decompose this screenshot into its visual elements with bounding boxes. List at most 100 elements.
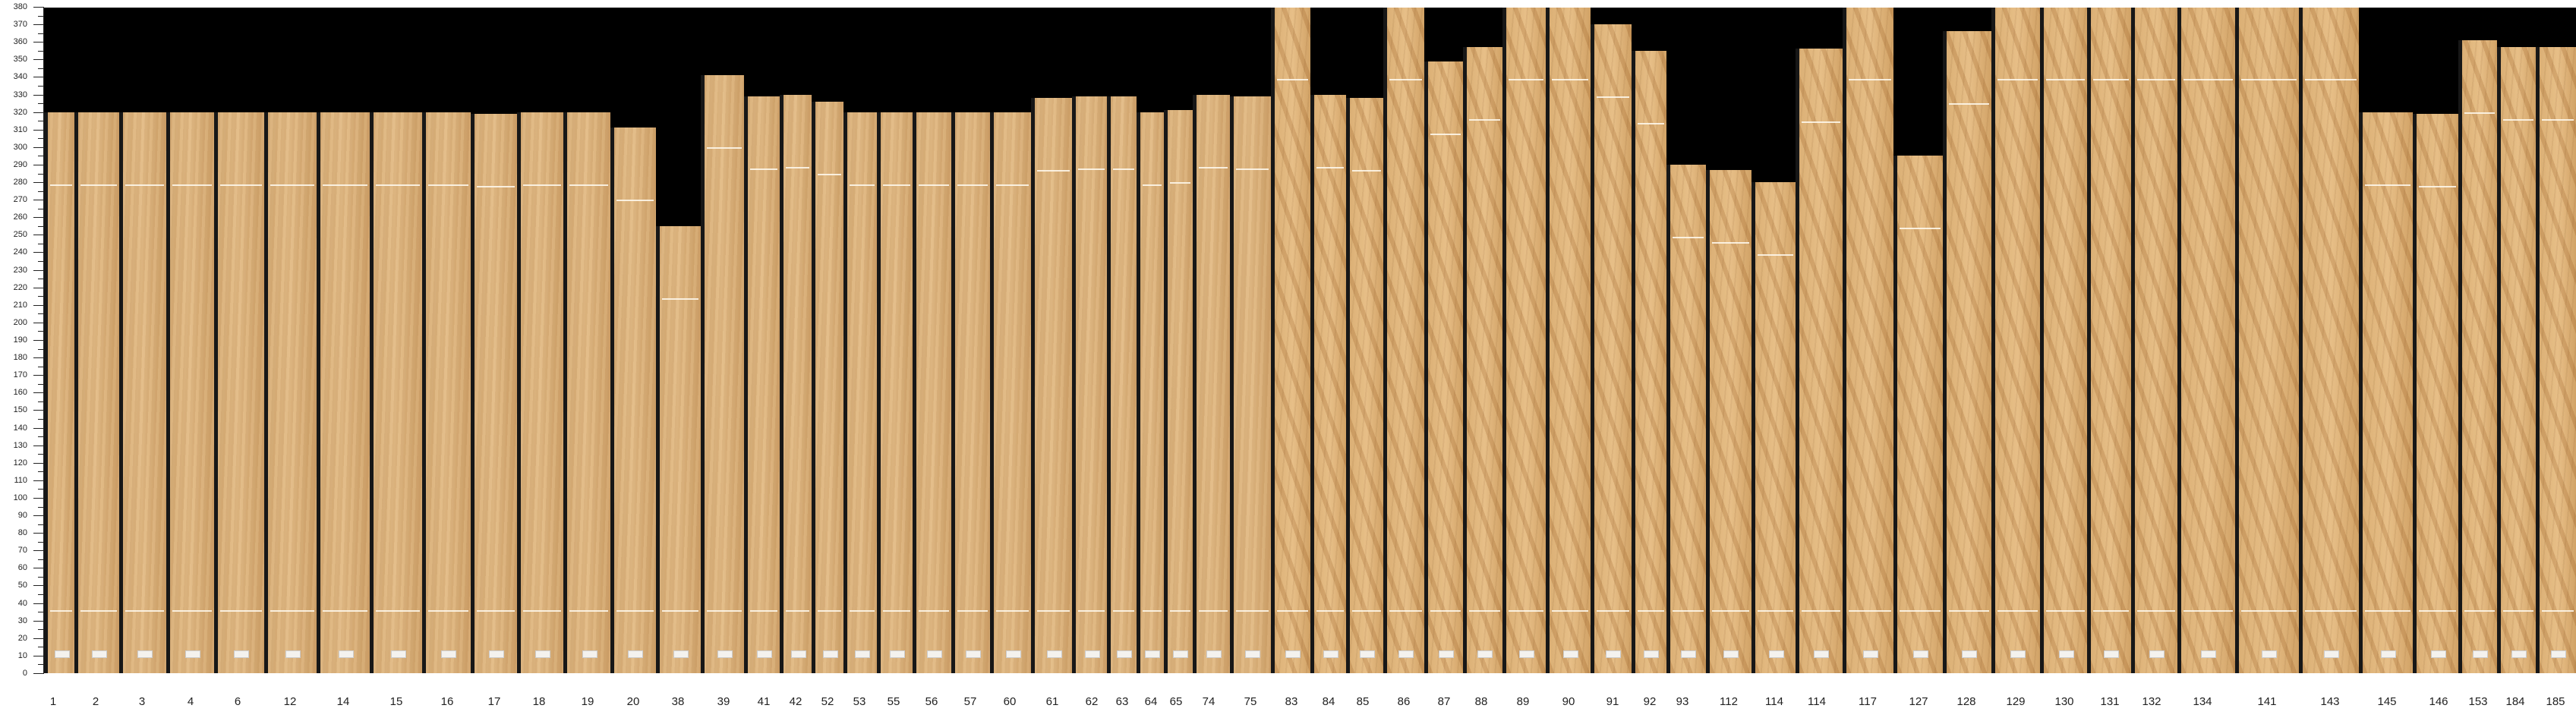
veneer-panel xyxy=(876,112,913,673)
axis-tick xyxy=(33,515,44,517)
cut-mark-line xyxy=(1637,610,1664,612)
cut-mark-line xyxy=(1113,168,1134,170)
axis-tick-label: 260 xyxy=(13,213,27,222)
veneer-sheet-image xyxy=(2500,47,2536,673)
panel-number-label: 93 xyxy=(1676,695,1689,708)
veneer-panel xyxy=(1229,96,1271,673)
sheet-id-tag xyxy=(2201,650,2216,658)
cut-mark-line xyxy=(1899,228,1941,230)
sheet-id-tag xyxy=(1723,650,1739,658)
axis-tick-label: 250 xyxy=(13,230,27,240)
cut-mark-line xyxy=(707,610,742,612)
veneer-panel xyxy=(516,112,563,673)
cut-mark-line xyxy=(172,610,212,612)
veneer-sheet-image xyxy=(2462,39,2497,673)
axis-tick xyxy=(33,620,44,622)
cut-mark-line xyxy=(1758,610,1793,612)
panel-number-label: 130 xyxy=(2054,695,2074,708)
axis-tick-label: 210 xyxy=(13,300,27,310)
cut-mark-line xyxy=(1552,79,1588,81)
sheet-id-tag xyxy=(2010,650,2026,658)
cut-mark-line xyxy=(818,173,841,175)
cut-mark-line xyxy=(427,184,468,186)
panel-number-label: 2 xyxy=(92,695,99,708)
cut-mark-line xyxy=(957,610,988,612)
veneer-sheet-image xyxy=(1349,98,1383,673)
cut-mark-line xyxy=(1430,133,1461,135)
panel-number-label: 55 xyxy=(887,695,900,708)
cut-mark-line xyxy=(2502,610,2533,612)
veneer-panel xyxy=(990,112,1031,673)
sheet-id-tag xyxy=(285,650,301,658)
veneer-panel xyxy=(2298,8,2359,673)
cut-mark-line xyxy=(996,610,1029,612)
sheet-id-tag xyxy=(889,650,905,658)
veneer-sheet-image xyxy=(747,96,780,673)
cut-mark-line xyxy=(1316,610,1344,612)
sheet-id-tag xyxy=(1563,650,1578,658)
panel-number-label: 129 xyxy=(2006,695,2026,708)
cut-mark-line xyxy=(125,184,164,186)
axis-tick xyxy=(38,454,44,455)
veneer-sheet-image xyxy=(475,113,517,673)
veneer-sheet-image xyxy=(170,112,214,673)
veneer-panel xyxy=(1893,156,1943,673)
veneer-panel xyxy=(2040,8,2087,673)
axis-tick xyxy=(38,85,44,87)
axis-tick-label: 240 xyxy=(13,247,27,257)
sheet-id-tag xyxy=(1912,650,1928,658)
sheet-id-tag xyxy=(1206,650,1222,658)
sheet-id-tag xyxy=(2149,650,2165,658)
cut-mark-line xyxy=(1143,610,1162,612)
veneer-panel xyxy=(471,113,517,673)
veneer-panel xyxy=(812,101,843,673)
axis-tick xyxy=(33,462,44,464)
sheet-id-tag xyxy=(1145,650,1161,658)
axis-tick xyxy=(33,410,44,411)
veneer-sheet-image xyxy=(1799,49,1843,673)
cut-mark-line xyxy=(1351,610,1381,612)
panel-number-label: 146 xyxy=(2429,695,2448,708)
veneer-sheet-image xyxy=(2044,8,2087,673)
cut-mark-line xyxy=(882,610,910,612)
veneer-panel xyxy=(2177,8,2235,673)
sheet-id-tag xyxy=(1518,650,1534,658)
axis-tick-label: 340 xyxy=(13,72,27,82)
sheet-id-tag xyxy=(790,650,806,658)
length-scale-axis: 0 10 20 30 40 50 60 70 80 90 100 110 120 130 140 150 160… xyxy=(0,0,44,721)
axis-tick xyxy=(38,225,44,227)
veneer-panel xyxy=(1163,110,1193,673)
veneer-sheet-image xyxy=(2134,8,2177,673)
sheet-id-tag xyxy=(234,650,250,658)
veneer-panel xyxy=(701,75,744,673)
veneer-panel xyxy=(1751,182,1796,673)
axis-tick-label: 350 xyxy=(13,55,27,65)
veneer-sheet-image xyxy=(122,112,166,673)
cut-mark-line xyxy=(1997,79,2038,81)
sheet-id-tag xyxy=(1245,650,1261,658)
veneer-sheet-image xyxy=(916,112,951,673)
sheet-id-tag xyxy=(2511,650,2527,658)
axis-tick xyxy=(38,418,44,420)
veneer-panel xyxy=(1462,47,1502,673)
cut-mark-line xyxy=(50,184,72,186)
veneer-sheet-image xyxy=(2091,8,2131,673)
veneer-panel xyxy=(1137,112,1164,673)
panel-number-label: 53 xyxy=(853,695,866,708)
axis-tick-label: 160 xyxy=(13,388,27,398)
axis-tick-label: 370 xyxy=(13,20,27,30)
panel-number-label: 127 xyxy=(1909,695,1928,708)
veneer-sheet-image xyxy=(1635,50,1666,673)
sheet-id-tag xyxy=(2550,650,2566,658)
axis-tick xyxy=(38,524,44,525)
cut-mark-line xyxy=(2093,79,2129,81)
axis-tick-label: 300 xyxy=(13,142,27,152)
cut-mark-line xyxy=(1552,610,1588,612)
panel-number-label: 56 xyxy=(925,695,938,708)
sheet-id-tag xyxy=(338,650,354,658)
veneer-sheet-image xyxy=(48,112,74,673)
panel-number-label: 41 xyxy=(757,695,771,708)
axis-tick-label: 220 xyxy=(13,282,27,292)
veneer-sheet-image xyxy=(1387,8,1424,673)
sheet-id-tag xyxy=(2104,650,2120,658)
